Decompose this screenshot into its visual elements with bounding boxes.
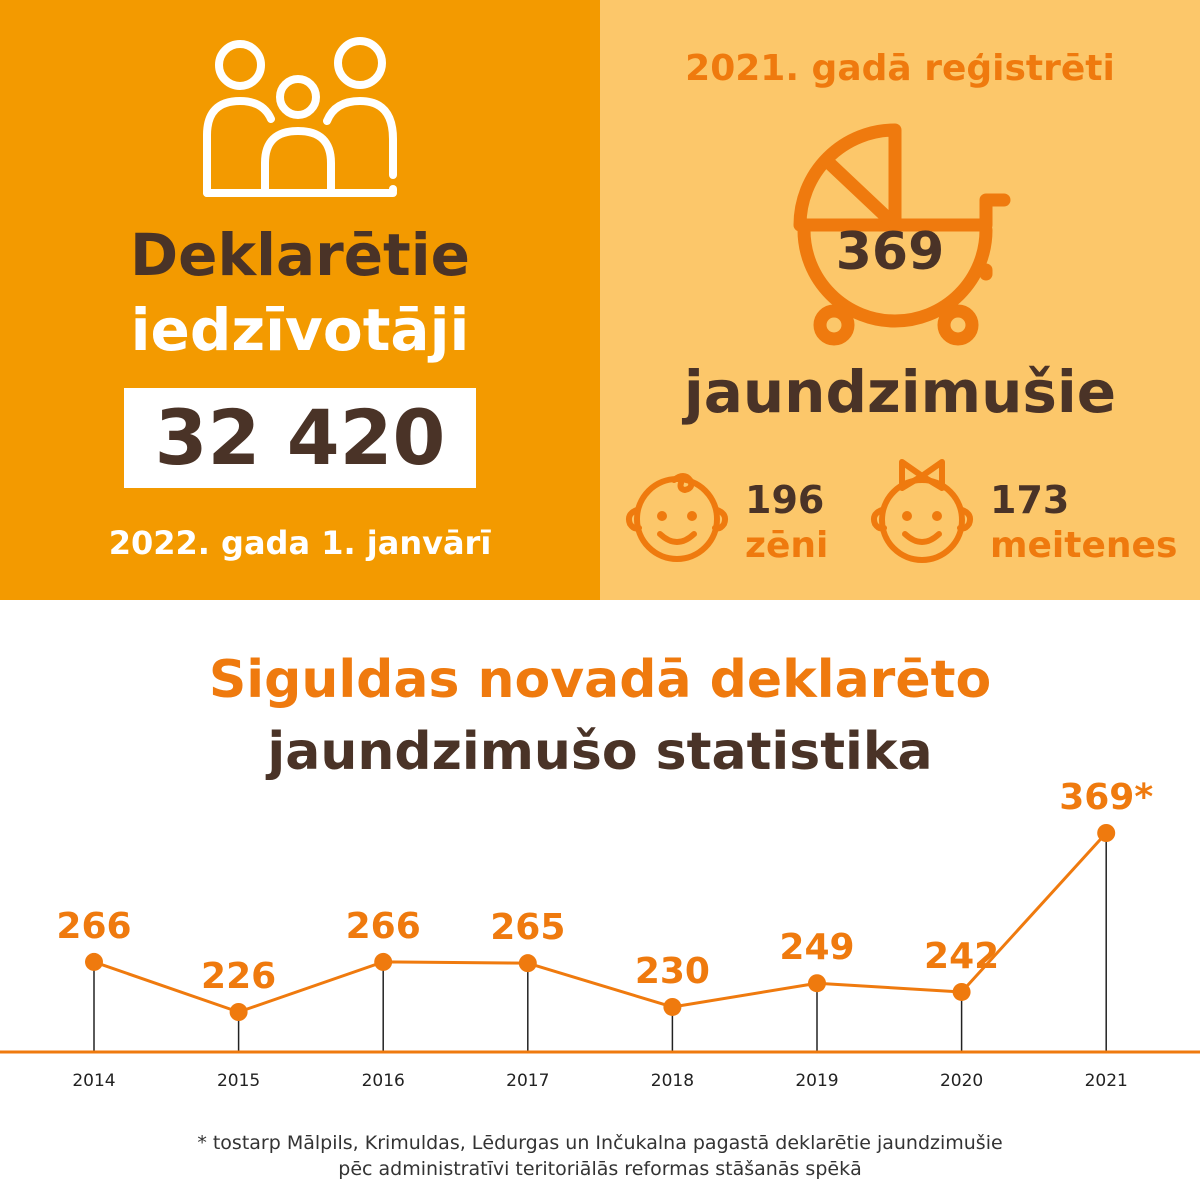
population-title-line2: iedzīvotāji (130, 296, 470, 364)
x-tick-label: 2017 (506, 1071, 549, 1091)
data-label: 265 (490, 907, 565, 948)
population-date: 2022. gada 1. janvārī (108, 524, 492, 562)
people-group-icon (203, 37, 397, 197)
baby-stroller-icon (793, 123, 1011, 346)
data-point (952, 982, 971, 1001)
data-point (1097, 824, 1116, 842)
stats-title-line2: jaundzimušo statistika (267, 722, 933, 782)
data-label: 226 (201, 956, 276, 997)
girls-label: meitenes (990, 525, 1178, 566)
girls-count: 173 (990, 478, 1070, 522)
data-point (518, 954, 537, 973)
footnote: * tostarp Mālpils, Krimuldas, Lēdurgas u… (0, 1130, 1200, 1182)
x-tick-label: 2016 (362, 1071, 405, 1091)
x-tick-label: 2021 (1085, 1071, 1128, 1091)
data-point (808, 974, 826, 993)
x-tick-label: 2015 (217, 1071, 260, 1091)
x-tick-label: 2020 (940, 1071, 983, 1091)
baby-boy-face-icon (625, 473, 729, 562)
boys-label: zēni (745, 525, 829, 566)
data-label: 266 (56, 906, 131, 947)
population-title-line1: Deklarētie (130, 221, 470, 289)
series-line (93, 831, 1108, 1014)
data-label: 230 (635, 951, 710, 992)
births-line-chart: 266 2014 226 2015 266 2016 265 2017 230 2018 249 20… (0, 777, 1200, 1091)
data-point (85, 952, 103, 971)
data-point (663, 997, 682, 1016)
births-panel (600, 0, 1200, 600)
baby-girl-face-icon (870, 459, 974, 563)
births-count: 369 (835, 222, 945, 282)
x-tick-label: 2019 (795, 1071, 838, 1091)
births-heading: 2021. gadā reģistrēti (685, 48, 1115, 89)
data-point (229, 1003, 248, 1021)
x-tick-label: 2014 (72, 1071, 115, 1091)
data-label: 266 (346, 906, 421, 947)
data-label: 249 (779, 927, 854, 968)
data-label: 242 (924, 936, 999, 977)
data-label: 369* (1059, 777, 1153, 818)
footnote-line2: pēc administratīvi teritoriālās reformas… (338, 1158, 862, 1180)
births-label: jaundzimušie (683, 358, 1117, 426)
x-tick-label: 2018 (651, 1071, 694, 1091)
footnote-line1: * tostarp Mālpils, Krimuldas, Lēdurgas u… (197, 1132, 1003, 1154)
stats-title-line1: Siguldas novadā deklarēto (208, 650, 992, 710)
boys-count: 196 (745, 478, 825, 522)
population-panel (0, 0, 600, 600)
population-count: 32 420 (124, 388, 476, 488)
data-point (374, 952, 393, 971)
